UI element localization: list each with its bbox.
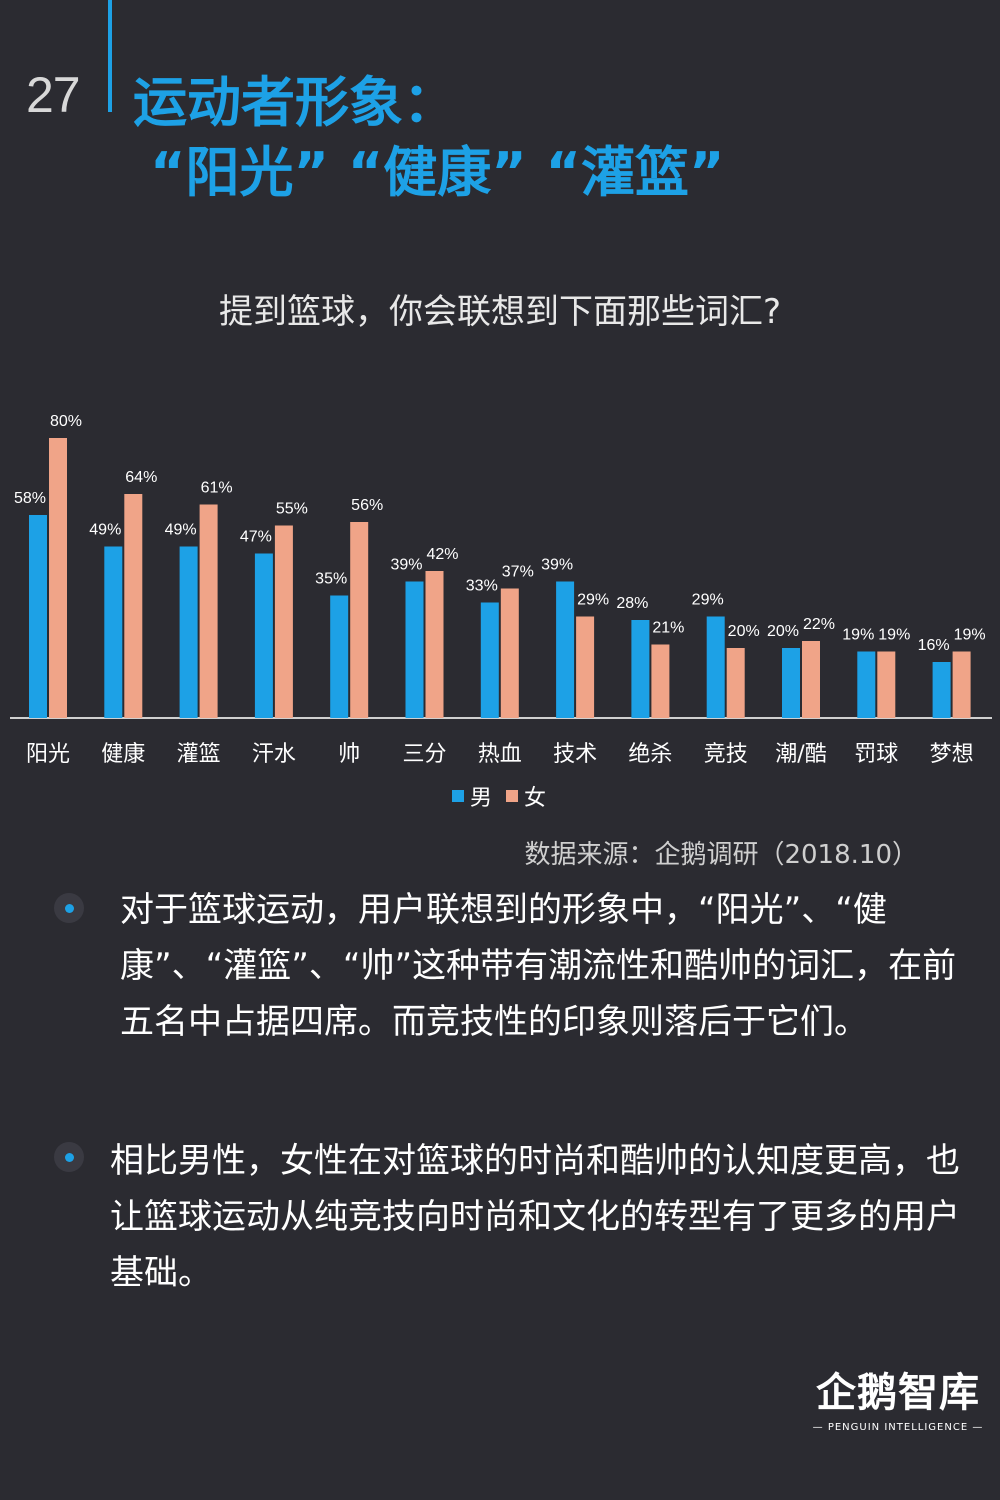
bar-male-1	[104, 546, 123, 718]
bar-female-1	[124, 494, 143, 718]
bar-female-10	[802, 641, 820, 718]
data-label-male-8: 28%	[616, 595, 648, 612]
bar-female-4	[350, 522, 369, 718]
data-label-male-4: 35%	[315, 571, 347, 588]
data-label-female-7: 29%	[577, 592, 609, 609]
category-label-12: 梦想	[930, 742, 974, 767]
legend-label-male: 男	[470, 786, 493, 811]
legend-swatch-male	[452, 790, 464, 802]
data-label-female-1: 64%	[125, 469, 157, 486]
bar-female-3	[274, 525, 293, 718]
bullet-text-2: 相比男性，女性在对篮球的时尚和酷帅的认知度更高，也让篮球运动从纯竞技向时尚和文化…	[110, 1141, 960, 1293]
bar-male-4	[330, 595, 349, 718]
category-label-1: 健康	[101, 742, 145, 767]
bar-male-10	[782, 648, 800, 718]
bar-female-11	[877, 651, 896, 718]
data-label-female-9: 20%	[728, 623, 760, 640]
category-label-10: 潮/酷	[775, 742, 826, 767]
data-label-male-10: 20%	[767, 623, 799, 640]
bar-male-0	[29, 515, 47, 718]
chart-legend: 男 女	[452, 780, 560, 812]
data-label-male-7: 39%	[541, 557, 573, 574]
bar-female-5	[425, 571, 444, 718]
bar-male-2	[179, 546, 198, 718]
data-label-male-5: 39%	[390, 557, 422, 574]
data-label-male-6: 33%	[466, 578, 498, 595]
bar-female-2	[199, 504, 218, 718]
data-label-female-3: 55%	[276, 501, 308, 518]
brand-subtitle: — PENGUIN INTELLIGENCE —	[812, 1422, 984, 1433]
bar-female-12	[952, 651, 971, 718]
data-label-male-3: 47%	[240, 529, 272, 546]
bar-female-6	[500, 588, 519, 718]
bar-male-11	[857, 651, 876, 718]
brand-name: 企鹅智库	[816, 1370, 980, 1416]
bar-male-6	[480, 602, 499, 718]
bullet-dot-2	[54, 1142, 84, 1172]
category-label-11: 罚球	[854, 742, 898, 767]
bar-male-3	[254, 553, 273, 718]
page-number: 27	[26, 67, 81, 123]
data-label-female-0: 80%	[50, 413, 82, 430]
category-label-6: 热血	[478, 742, 522, 767]
data-label-male-12: 16%	[918, 637, 950, 654]
bar-male-9	[706, 616, 725, 718]
bar-female-0	[49, 438, 67, 718]
bar-chart: 58% 80% 阳光 49% 64% 健康 49% 61% 灌篮 47%55% 汗水 35% 56% 帅 3…	[10, 413, 992, 767]
bar-male-5	[405, 581, 424, 718]
data-label-female-12: 19%	[954, 627, 986, 644]
category-label-3: 汗水	[252, 742, 296, 767]
category-label-9: 竞技	[704, 742, 748, 767]
bullet-dot-1	[54, 893, 84, 923]
data-source: 数据来源：企鹅调研（2018.10）	[524, 840, 918, 870]
chart-question: 提到篮球，你会联想到下面那些词汇?	[218, 292, 782, 332]
legend-item-female: 女	[506, 780, 546, 812]
bar-female-7	[576, 616, 595, 718]
data-label-female-2: 61%	[201, 480, 233, 497]
brand-logo: 企鹅智库 — PENGUIN INTELLIGENCE —	[808, 1360, 988, 1433]
bar-female-9	[726, 648, 745, 718]
legend-item-male: 男	[452, 780, 492, 812]
bar-male-8	[631, 620, 650, 718]
data-label-male-11: 19%	[842, 627, 874, 644]
bar-male-7	[556, 581, 575, 718]
data-label-female-11: 19%	[878, 627, 910, 644]
data-label-female-8: 21%	[652, 620, 684, 637]
category-label-8: 绝杀	[628, 742, 672, 767]
data-label-male-0: 58%	[14, 490, 46, 507]
data-label-female-4: 56%	[351, 497, 383, 514]
title-divider	[108, 0, 112, 112]
bar-male-12	[932, 662, 951, 718]
legend-label-female: 女	[524, 786, 547, 811]
data-label-female-5: 42%	[426, 546, 458, 563]
data-label-female-6: 37%	[502, 564, 534, 581]
page-subtitle: “阳光” “健康” “灌篮”	[150, 141, 725, 204]
category-label-4: 帅	[338, 742, 360, 767]
data-label-male-1: 49%	[89, 522, 121, 539]
page-title: 运动者形象：	[133, 71, 457, 134]
category-label-2: 灌篮	[177, 742, 221, 767]
data-label-male-9: 29%	[692, 592, 724, 609]
data-label-female-10: 22%	[803, 616, 835, 633]
data-label-male-2: 49%	[165, 522, 197, 539]
bar-female-8	[651, 644, 670, 718]
category-label-5: 三分	[402, 742, 446, 767]
bullet-text-1: 对于篮球运动，用户联想到的形象中，“阳光”、“健康”、“灌篮”、“帅”这种带有潮…	[120, 890, 957, 1042]
legend-swatch-female	[506, 790, 519, 802]
category-label-7: 技术	[553, 742, 597, 767]
category-label-0: 阳光	[26, 742, 70, 767]
